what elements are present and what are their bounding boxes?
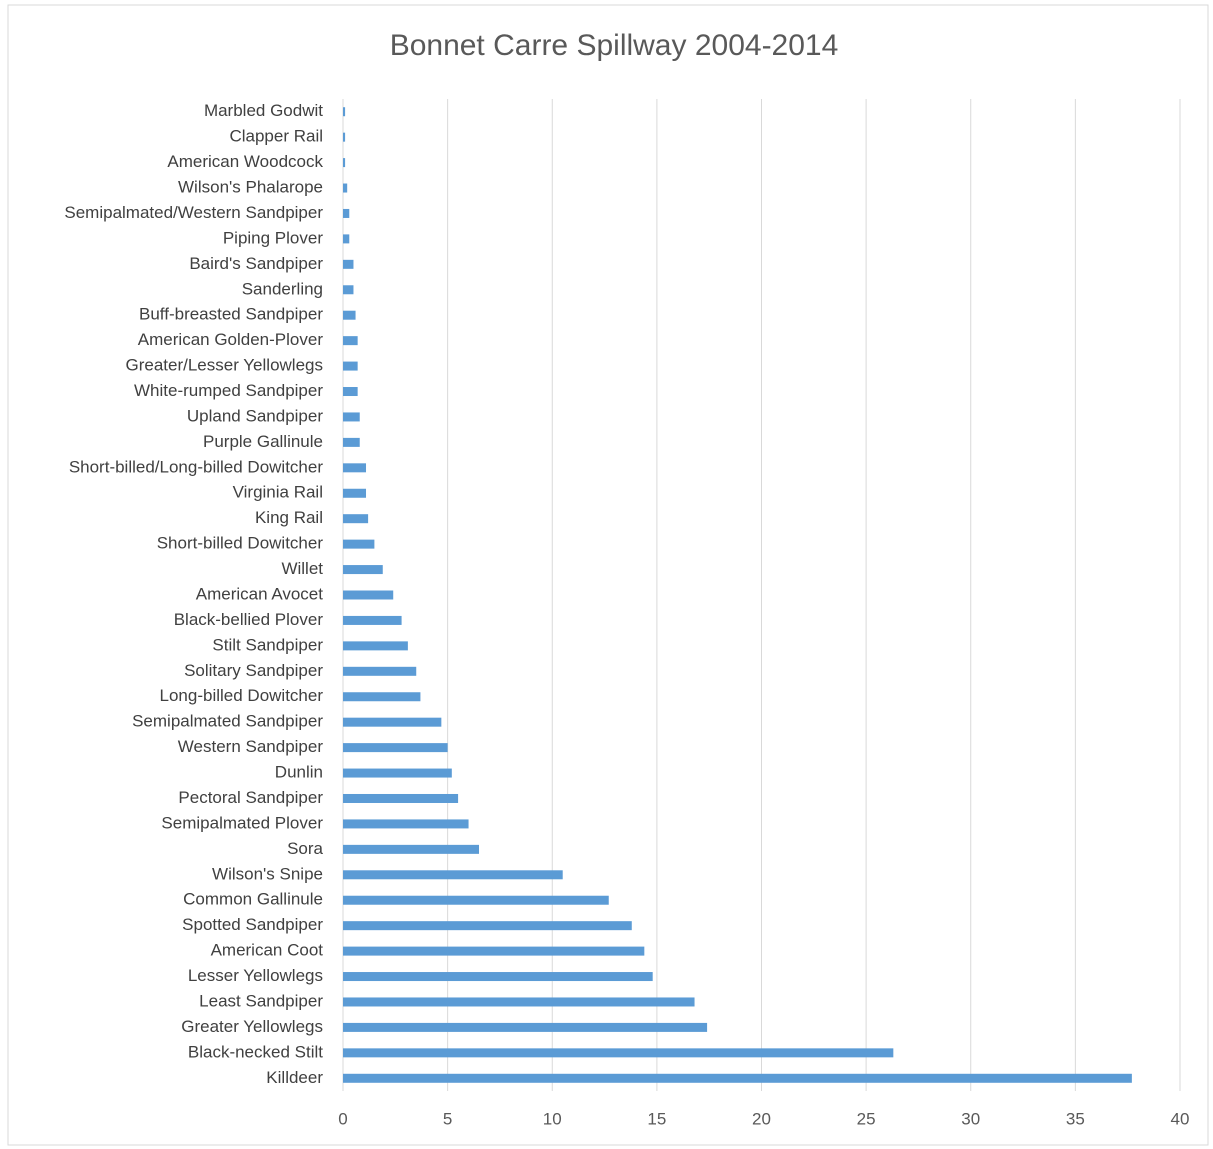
y-tick-label: Stilt Sandpiper (212, 635, 323, 654)
y-tick-label: Semipalmated Sandpiper (132, 712, 323, 731)
bar (343, 1048, 894, 1058)
bar (343, 895, 609, 905)
y-tick-label: Short-billed Dowitcher (157, 534, 324, 553)
y-tick-label: Common Gallinule (183, 890, 323, 909)
x-tick-label: 0 (338, 1109, 347, 1128)
y-tick-label: Greater Yellowlegs (181, 1017, 323, 1036)
bar (343, 310, 356, 320)
bar (343, 285, 354, 295)
y-tick-label: Clapper Rail (229, 127, 323, 146)
chart-title: Bonnet Carre Spillway 2004-2014 (390, 29, 839, 62)
y-tick-label: Lesser Yellowlegs (188, 966, 323, 985)
y-tick-label: Purple Gallinule (203, 432, 323, 451)
bar (343, 132, 346, 142)
y-tick-label: American Coot (211, 941, 324, 960)
bar (343, 1022, 708, 1032)
y-tick-label: Short-billed/Long-billed Dowitcher (69, 457, 324, 476)
bar (343, 158, 346, 168)
bar (343, 615, 402, 625)
bar (343, 972, 653, 982)
bar (343, 793, 459, 803)
bar (343, 844, 480, 854)
bar (343, 488, 367, 498)
y-tick-label: Greater/Lesser Yellowlegs (125, 356, 323, 375)
y-tick-label: Long-billed Dowitcher (160, 686, 324, 705)
y-tick-label: Piping Plover (223, 228, 324, 247)
y-tick-label: Sanderling (242, 279, 323, 298)
bar (343, 208, 350, 218)
y-tick-label: Marbled Godwit (204, 101, 323, 120)
bar (343, 997, 695, 1007)
y-tick-label: Black-bellied Plover (174, 610, 324, 629)
bar (343, 234, 350, 244)
x-tick-label: 30 (961, 1109, 980, 1128)
bar (343, 107, 346, 117)
x-tick-label: 25 (857, 1109, 876, 1128)
bar (343, 514, 369, 524)
y-tick-label: American Avocet (196, 584, 324, 603)
bar (343, 539, 375, 549)
bar (343, 946, 645, 956)
bar (343, 590, 394, 600)
y-tick-label: Black-necked Stilt (188, 1042, 323, 1061)
y-tick-label: White-rumped Sandpiper (134, 381, 323, 400)
bar (343, 641, 408, 651)
bar (343, 1073, 1132, 1083)
y-tick-label: Killdeer (266, 1068, 323, 1087)
y-tick-label: Dunlin (275, 763, 323, 782)
x-tick-label: 5 (443, 1109, 452, 1128)
bar (343, 259, 354, 269)
x-tick-label: 20 (752, 1109, 771, 1128)
y-tick-label: Buff-breasted Sandpiper (139, 305, 323, 324)
bar (343, 819, 469, 829)
y-tick-label: Wilson's Snipe (212, 864, 323, 883)
y-tick-label: Spotted Sandpiper (182, 915, 323, 934)
y-tick-label: American Golden-Plover (138, 330, 324, 349)
bar (343, 437, 360, 447)
y-tick-label: Upland Sandpiper (187, 406, 323, 425)
bar (343, 463, 367, 473)
x-tick-label: 10 (543, 1109, 562, 1128)
bar (343, 666, 417, 676)
x-tick-label: 15 (647, 1109, 666, 1128)
bar (343, 361, 358, 371)
y-tick-label: Willet (281, 559, 323, 578)
bar (343, 717, 442, 727)
bar (343, 387, 358, 397)
x-tick-label: 35 (1066, 1109, 1085, 1128)
bar (343, 412, 360, 422)
bar (343, 565, 383, 575)
bar (343, 768, 452, 778)
y-tick-label: Semipalmated/Western Sandpiper (64, 203, 323, 222)
bar (343, 921, 632, 931)
y-tick-label: Least Sandpiper (199, 991, 323, 1010)
y-tick-label: Sora (287, 839, 323, 858)
y-tick-label: Solitary Sandpiper (184, 661, 323, 680)
y-tick-label: Western Sandpiper (178, 737, 324, 756)
y-tick-label: Pectoral Sandpiper (178, 788, 323, 807)
y-tick-label: Wilson's Phalarope (178, 178, 323, 197)
y-tick-label: Semipalmated Plover (161, 813, 323, 832)
y-tick-label: King Rail (255, 508, 323, 527)
x-tick-label: 40 (1171, 1109, 1190, 1128)
bar (343, 336, 358, 346)
bar (343, 743, 448, 753)
bar (343, 183, 348, 193)
y-tick-label: Virginia Rail (233, 483, 323, 502)
y-tick-label: Baird's Sandpiper (189, 254, 323, 273)
bar (343, 692, 421, 702)
y-tick-label: American Woodcock (167, 152, 323, 171)
bar (343, 870, 563, 880)
